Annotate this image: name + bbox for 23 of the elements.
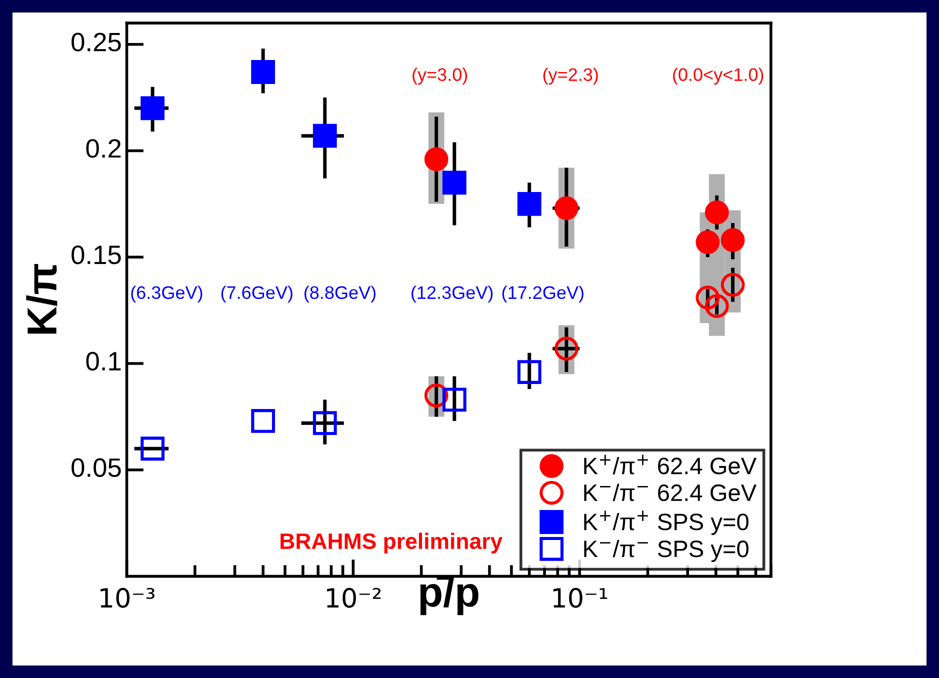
legend-label: K$^{+}$/π$^{+}$ 62.4 GeV bbox=[584, 454, 757, 474]
legend-label: K$^{+}$/π$^{+}$ SPS y=0 bbox=[584, 510, 748, 535]
legend-label: K$^{−}$/π$^{−}$ SPS y=0 bbox=[584, 540, 748, 562]
annotation: (y=2.3) bbox=[543, 68, 598, 85]
legend-label: K$^{−}$/π$^{−}$ 62.4 GeV bbox=[584, 484, 757, 502]
y-tick-label: 0.25 bbox=[72, 32, 121, 52]
annotation: (7.6GeV) bbox=[221, 286, 292, 303]
annotation: (12.3GeV) bbox=[412, 286, 493, 303]
annotation: (6.3GeV) bbox=[131, 286, 202, 303]
y-tick-label: 0.15 bbox=[72, 246, 121, 264]
y-tick-label: 0.2 bbox=[86, 139, 121, 158]
x-tick-label: 10⁻¹ bbox=[553, 588, 608, 608]
annotation: (17.2GeV) bbox=[502, 286, 584, 303]
x-axis-title: p̄/p bbox=[420, 576, 478, 616]
y-tick-label: 0.1 bbox=[86, 352, 121, 371]
x-tick-label: 10⁻² bbox=[327, 588, 381, 608]
annotation: (0.0<y<1.0) bbox=[673, 68, 764, 85]
annotation: (8.8GeV) bbox=[304, 286, 376, 303]
y-axis-title: K/π bbox=[26, 264, 58, 334]
annotation: BRAHMS preliminary bbox=[280, 532, 502, 554]
annotation: (y=3.0) bbox=[412, 68, 468, 85]
y-tick-label: 0.05 bbox=[72, 458, 121, 477]
x-tick-label: 10⁻³ bbox=[100, 588, 154, 608]
